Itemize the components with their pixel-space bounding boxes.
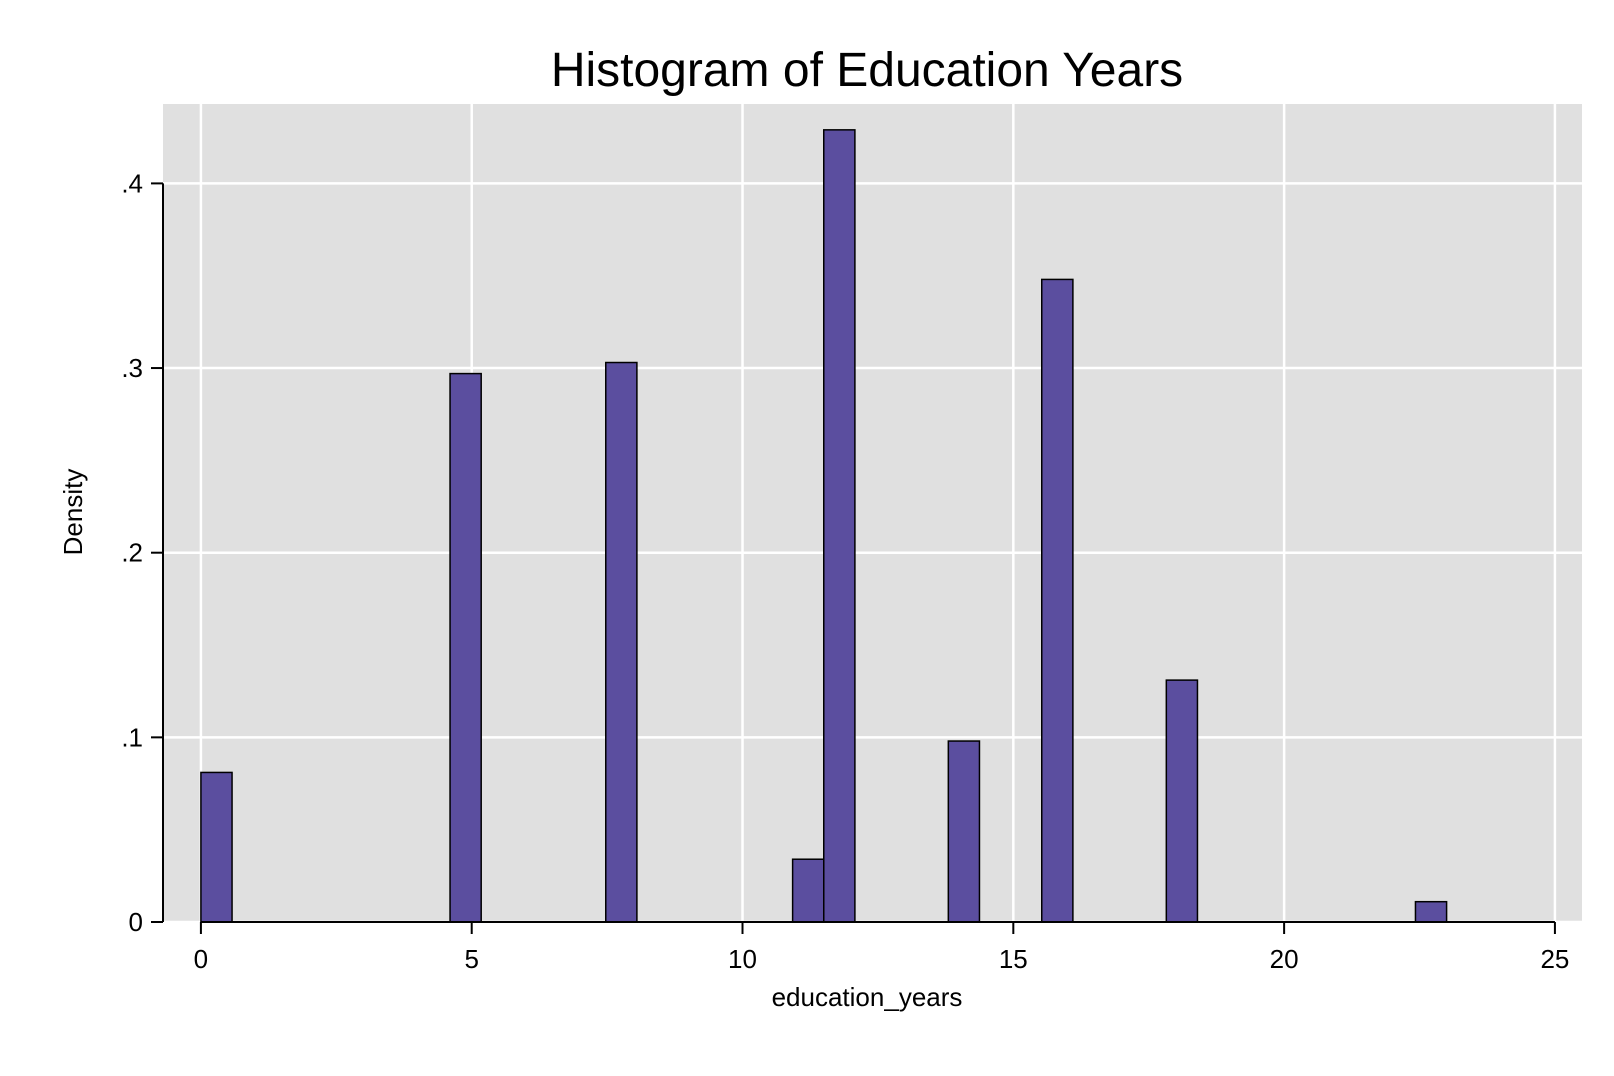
histogram-bar (791, 858, 825, 923)
x-tick-label: 20 (1270, 944, 1299, 974)
x-tick-label: 15 (999, 944, 1028, 974)
x-tick-label: 10 (728, 944, 757, 974)
y-tick-label: 0 (129, 907, 143, 937)
histogram-bar (1041, 278, 1074, 923)
chart-title: Histogram of Education Years (551, 44, 1183, 97)
x-tick-label: 5 (464, 944, 478, 974)
histogram-bar (1414, 900, 1448, 923)
histogram-bar (823, 129, 856, 923)
x-axis-label: education_years (772, 982, 963, 1012)
plot-background (163, 104, 1582, 922)
axes: 0 5 10 15 20 25 0 .1 .2 .3 .4 (121, 168, 1569, 974)
histogram-bar (947, 740, 981, 923)
y-axis-label: Density (58, 469, 88, 556)
x-tick-label: 25 (1540, 944, 1569, 974)
histogram-bar (449, 372, 482, 923)
histogram-bar (200, 771, 233, 923)
histogram-bar (1165, 679, 1199, 923)
x-tick-label: 0 (194, 944, 208, 974)
histogram-bars (200, 129, 1448, 923)
y-tick-label: .4 (121, 168, 143, 198)
y-tick-label: .1 (121, 722, 143, 752)
y-tick-label: .2 (121, 538, 143, 568)
histogram-bar (605, 361, 638, 923)
y-tick-label: .3 (121, 353, 143, 383)
